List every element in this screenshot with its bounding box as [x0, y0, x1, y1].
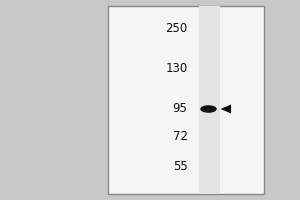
- Text: 55: 55: [173, 160, 188, 173]
- Bar: [200, 6, 220, 194]
- Text: 250: 250: [165, 22, 188, 36]
- Ellipse shape: [200, 105, 217, 113]
- Text: 72: 72: [172, 130, 188, 144]
- Text: 130: 130: [165, 62, 188, 75]
- Polygon shape: [220, 105, 231, 113]
- Bar: [108, 6, 264, 194]
- Text: 95: 95: [172, 102, 188, 116]
